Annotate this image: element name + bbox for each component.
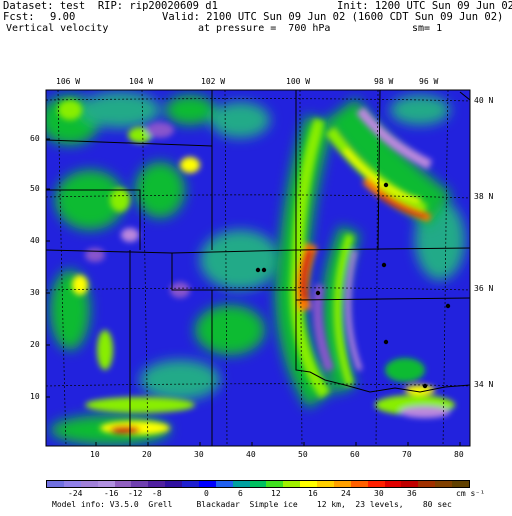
color-scale-swatch — [97, 481, 115, 487]
color-scale-units: cm s⁻¹ — [456, 489, 485, 498]
color-scale-swatch — [367, 481, 385, 487]
color-scale-swatch — [418, 481, 436, 487]
color-scale-labels: -24 -16 -12 -8 0 6 12 16 24 30 36 — [46, 489, 470, 498]
x-tick-label: 20 — [142, 450, 152, 459]
color-scale-swatch — [198, 481, 216, 487]
field-name: Vertical velocity — [6, 23, 109, 34]
lon-label: 96 W — [419, 77, 439, 86]
color-scale-swatch — [165, 481, 182, 487]
color-scale-swatch — [182, 481, 199, 487]
valid-line: Valid: 2100 UTC Sun 09 Jun 02 (1600 CDT … — [162, 11, 504, 23]
y-tick-label: 30 — [30, 288, 40, 297]
y-tick-label: 60 — [30, 134, 40, 143]
color-scale-label: 0 — [204, 489, 209, 498]
plot-frame — [45, 89, 471, 447]
x-tick-label: 60 — [350, 450, 360, 459]
x-tick-label: 10 — [90, 450, 100, 459]
color-scale-swatch — [148, 481, 166, 487]
color-scale-swatch — [63, 481, 81, 487]
color-scale-swatch — [333, 481, 351, 487]
x-tick-label: 30 — [194, 450, 204, 459]
color-scale-swatch — [401, 481, 419, 487]
y-tick-label: 20 — [30, 340, 40, 349]
color-scale-swatch — [350, 481, 368, 487]
lon-label: 102 W — [201, 77, 226, 86]
color-scale-swatch — [266, 481, 284, 487]
init-line: Init: 1200 UTC Sun 09 Jun 02 — [337, 0, 512, 12]
lat-lon-grid — [46, 90, 470, 446]
axis-ticks — [46, 138, 461, 446]
y-tick-label: 10 — [30, 392, 40, 401]
city-markers — [255, 182, 451, 389]
color-scale-label: -8 — [152, 489, 162, 498]
color-scale-swatch — [317, 481, 334, 487]
color-scale-label: 6 — [238, 489, 243, 498]
lat-label: 36 N — [474, 284, 494, 293]
sm-line: sm= 1 — [412, 23, 443, 34]
color-scale-label: 36 — [407, 489, 417, 498]
y-tick-label: 50 — [30, 184, 40, 193]
model-info: Model info: V3.5.0 Grell Blackadar Simpl… — [52, 500, 452, 509]
color-scale-label: -24 — [68, 489, 83, 498]
lat-label: 40 N — [474, 96, 494, 105]
color-scale-label: 30 — [374, 489, 384, 498]
color-scale-bar — [46, 480, 470, 488]
lon-label: 100 W — [286, 77, 311, 86]
color-scale-swatch — [249, 481, 267, 487]
lon-label: 106 W — [56, 77, 81, 86]
state-boundaries — [46, 90, 470, 446]
lon-label: 98 W — [374, 77, 394, 86]
fcst-value: 9.00 — [50, 11, 76, 23]
color-scale-swatch — [131, 481, 149, 487]
pressure-line: at pressure = 700 hPa — [198, 23, 331, 34]
color-scale-swatch — [435, 481, 452, 487]
color-scale-label: 16 — [308, 489, 318, 498]
color-scale-swatch — [215, 481, 233, 487]
color-scale-label: -16 — [104, 489, 119, 498]
color-scale-swatch — [452, 481, 469, 487]
color-scale-swatch — [384, 481, 402, 487]
color-scale-swatch — [47, 481, 64, 487]
fcst-label: Fcst: — [3, 11, 35, 23]
lon-label: 104 W — [129, 77, 154, 86]
dataset-line: Dataset: test RIP: rip20020609 d1 — [3, 0, 218, 12]
color-scale-label: 24 — [341, 489, 351, 498]
lat-label: 34 N — [474, 380, 494, 389]
color-scale-swatch — [114, 481, 132, 487]
color-scale-swatch — [80, 481, 98, 487]
x-tick-label: 70 — [402, 450, 412, 459]
color-scale-swatch — [232, 481, 250, 487]
y-tick-label: 40 — [30, 236, 40, 245]
velocity-field — [46, 90, 470, 446]
x-tick-label: 50 — [298, 450, 308, 459]
color-scale-swatch — [283, 481, 301, 487]
color-scale-swatch — [300, 481, 317, 487]
color-scale-label: -12 — [128, 489, 143, 498]
x-tick-label: 80 — [454, 450, 464, 459]
lat-label: 38 N — [474, 192, 494, 201]
x-tick-label: 40 — [246, 450, 256, 459]
color-scale-label: 12 — [271, 489, 281, 498]
